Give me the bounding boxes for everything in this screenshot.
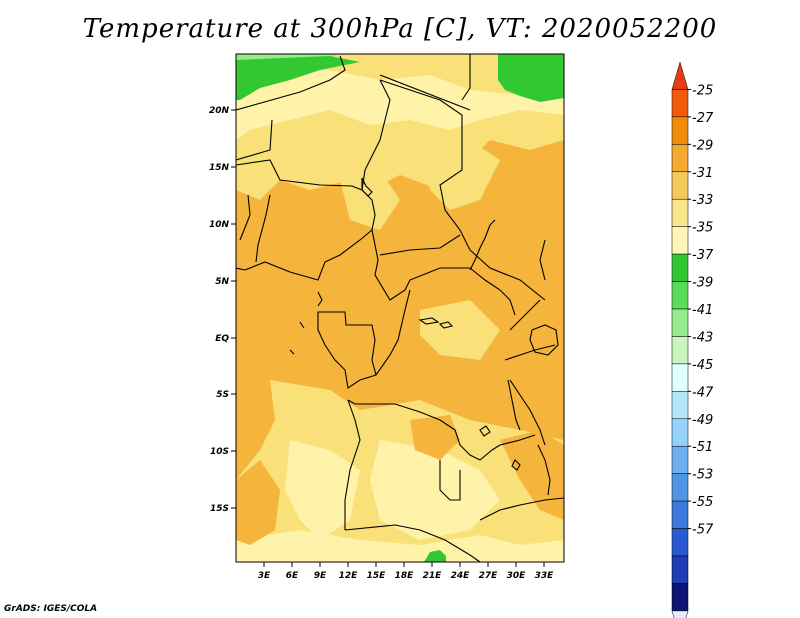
field-patch-south-center bbox=[410, 415, 460, 460]
colorbar-segment bbox=[671, 226, 689, 255]
lake-victoria bbox=[529, 324, 559, 356]
colorbar-label: -35 bbox=[692, 221, 713, 236]
colorbar-segment bbox=[671, 336, 689, 365]
lon-label: 9E bbox=[314, 571, 327, 581]
map-frame bbox=[235, 53, 565, 563]
border-lines-drc bbox=[344, 289, 501, 530]
colorbar-label: -33 bbox=[692, 193, 713, 208]
lat-label: 5N bbox=[215, 277, 229, 287]
colorbar-label: -55 bbox=[692, 495, 713, 510]
colorbar-label: -47 bbox=[692, 385, 714, 400]
border-lines-north bbox=[236, 54, 471, 251]
colorbar-segment bbox=[671, 253, 689, 282]
colorbar-label: -39 bbox=[692, 276, 713, 291]
field-blob-central-3 bbox=[420, 300, 500, 360]
field-patch-southeast bbox=[500, 430, 564, 520]
field-band-south-pale-3 bbox=[236, 530, 564, 562]
colorbar-labels: -25 -27 -29 -31 -33 -35 -37 -39 -41 -43 -45 -47 -49 -… bbox=[688, 83, 714, 538]
colorbar bbox=[671, 61, 689, 618]
lon-label: 33E bbox=[535, 571, 555, 581]
field-band-south-pale bbox=[285, 440, 360, 540]
colorbar-label: -45 bbox=[692, 358, 713, 373]
border-lines-sudan bbox=[469, 219, 546, 281]
lon-label: 3E bbox=[258, 571, 271, 581]
field-patch-southwest bbox=[236, 460, 280, 545]
lon-label: 21E bbox=[423, 571, 443, 581]
colorbar-label: -49 bbox=[692, 413, 713, 428]
lat-axis: 20N 15N 10N 5N EQ 5S 10S 15S bbox=[209, 106, 236, 514]
field-green-northeast bbox=[498, 54, 564, 102]
colorbar-segment bbox=[671, 473, 689, 502]
colorbar-label: -51 bbox=[692, 440, 713, 455]
borders bbox=[236, 54, 564, 562]
colorbar-segment bbox=[671, 198, 689, 227]
temperature-field bbox=[236, 54, 564, 562]
field-green-south bbox=[424, 550, 446, 562]
grads-credit: GrADS: IGES/COLA bbox=[4, 604, 98, 614]
colorbar-segment bbox=[671, 500, 689, 529]
colorbar-segment bbox=[671, 391, 689, 420]
field-green-northwest-2 bbox=[236, 56, 360, 100]
colorbar-segment bbox=[671, 144, 689, 173]
border-lines-east bbox=[479, 299, 564, 521]
field-band-south-pale-2 bbox=[370, 440, 500, 540]
lat-label: EQ bbox=[215, 334, 229, 344]
colorbar-label: -27 bbox=[692, 111, 714, 126]
colorbar-arrow-top bbox=[671, 61, 689, 90]
lake-malawi bbox=[537, 444, 551, 496]
lat-label: 5S bbox=[216, 390, 229, 400]
lat-label: 15S bbox=[210, 504, 229, 514]
lon-label: 30E bbox=[507, 571, 527, 581]
colorbar-label: -43 bbox=[692, 330, 713, 345]
lake-chad bbox=[361, 177, 373, 197]
colorbar-segment bbox=[671, 583, 689, 612]
lat-label: 10N bbox=[209, 220, 230, 230]
colorbar-segment bbox=[671, 528, 689, 557]
colorbar-label: -25 bbox=[692, 83, 713, 98]
field-blob-central-1 bbox=[420, 140, 500, 210]
colorbar-label: -41 bbox=[692, 303, 713, 318]
lon-label: 6E bbox=[286, 571, 299, 581]
lon-label: 27E bbox=[479, 571, 499, 581]
colorbar-segment bbox=[671, 363, 689, 392]
lon-label: 24E bbox=[451, 571, 471, 581]
map-title: Temperature at 300hPa [C], VT: 202005220… bbox=[82, 14, 718, 44]
colorbar-segment bbox=[671, 418, 689, 447]
colorbar-segment bbox=[671, 89, 689, 118]
lake-tanganyika bbox=[507, 379, 521, 431]
colorbar-segment bbox=[671, 555, 689, 584]
colorbar-label: -57 bbox=[692, 523, 714, 538]
colorbar-label: -37 bbox=[692, 248, 714, 263]
lat-label: 15N bbox=[209, 163, 230, 173]
colorbar-label: -31 bbox=[692, 166, 713, 181]
lon-label: 15E bbox=[367, 571, 387, 581]
colorbar-segment bbox=[671, 308, 689, 337]
field-blob-central-2 bbox=[340, 170, 400, 230]
field-band-north-pale bbox=[236, 70, 564, 140]
colorbar-segment bbox=[671, 171, 689, 200]
colorbar-label: -53 bbox=[692, 468, 713, 483]
colorbar-segment bbox=[671, 445, 689, 474]
colorbar-arrow-bottom bbox=[671, 610, 689, 618]
coastline-west bbox=[236, 267, 323, 355]
lon-axis: 3E 6E 9E 12E 15E 18E 21E 24E 27E 30E 33E bbox=[258, 562, 554, 581]
lon-label: 18E bbox=[395, 571, 415, 581]
colorbar-label: -29 bbox=[692, 138, 713, 153]
border-lines-west bbox=[236, 159, 376, 281]
border-lines-angola bbox=[344, 460, 481, 562]
lon-label: 12E bbox=[339, 571, 359, 581]
lake-swamp-south bbox=[418, 317, 521, 471]
colorbar-segment bbox=[671, 281, 689, 310]
lat-label: 10S bbox=[210, 447, 229, 457]
colorbar-segment bbox=[671, 116, 689, 145]
border-lines-central bbox=[371, 229, 546, 316]
lat-label: 20N bbox=[209, 106, 230, 116]
